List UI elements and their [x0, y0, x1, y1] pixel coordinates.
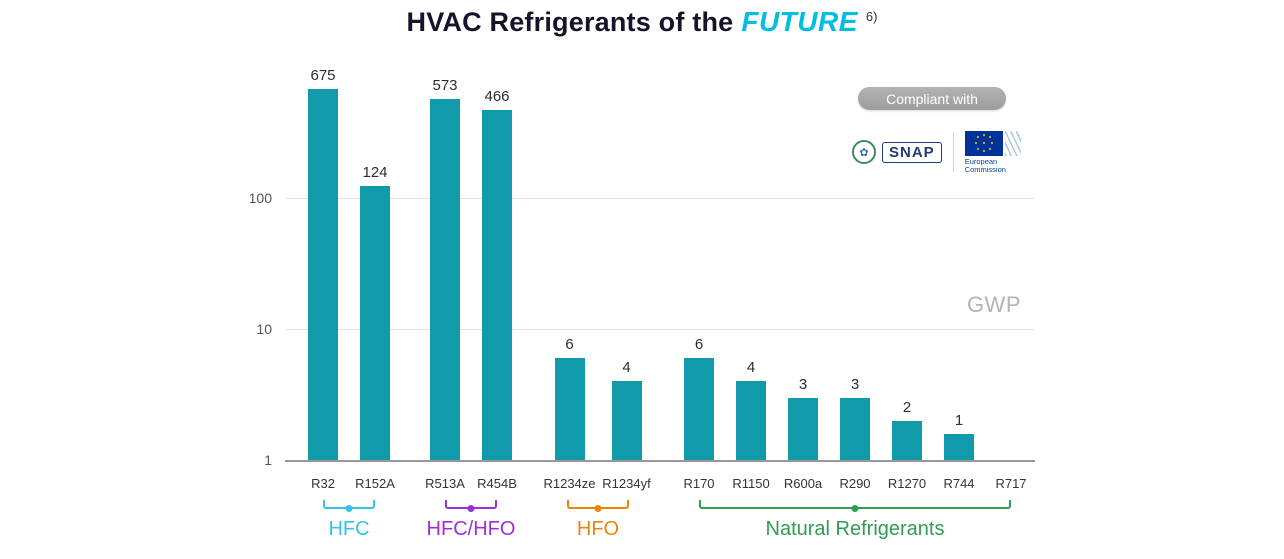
x-tick-label-r717: R717 [995, 476, 1027, 491]
bar-slot-r600a: 3 R600a [777, 66, 829, 492]
bar-slot-r170: 6 R170 [673, 66, 725, 491]
bar-r32 [308, 89, 338, 460]
x-tick-label-r513a: R513A [425, 476, 465, 491]
bar-value-label: 675 [310, 67, 336, 85]
bar-slot-r454b: 466 R454B [471, 66, 523, 491]
title-highlight: FUTURE [741, 6, 858, 37]
european-commission-logo: European Commission [964, 130, 1021, 174]
bar-r1234ze [554, 358, 585, 460]
x-tick-label-r1150: R1150 [732, 476, 770, 491]
bar-r290 [840, 397, 870, 460]
x-tick-label-r152a: R152A [355, 476, 395, 491]
eu-logo-text-line2: Commission [964, 164, 1006, 174]
bar-r1150 [736, 381, 766, 460]
y-tick-label-1: 1 [264, 452, 272, 468]
bar-value-label: 1 [954, 412, 964, 429]
group-label-hfo: HFO [576, 518, 620, 540]
group-label-hfc-hfo: HFC/HFO [426, 518, 516, 540]
bar-r744 [944, 434, 974, 460]
bar-value-label: 4 [746, 359, 756, 377]
bar-slot-r717: R717 [985, 66, 1037, 491]
group-bracket-natural-refrigerants [699, 500, 1011, 512]
group-hfo: 6 R1234ze 4 R1234yf HFO [541, 66, 655, 540]
bar-r513a [430, 98, 460, 460]
group-bracket-hfo [567, 500, 629, 512]
title-footnote-marker: 6) [865, 9, 878, 24]
bar-slot-r1150: 4 R1150 [725, 66, 777, 491]
bar-r1234yf [611, 381, 642, 460]
group-bracket-hfc-hfo [445, 500, 497, 512]
bar-value-label: 466 [484, 88, 510, 106]
epa-seal-icon: ✿ [852, 140, 876, 164]
y-gridline-100 [285, 198, 1035, 199]
x-tick-label-r454b: R454B [477, 476, 517, 491]
bar-r454b [482, 110, 512, 460]
y-gridline-10 [285, 329, 1035, 330]
group-hfc-hfo: 573 R513A 466 R454B HFC/HFO [419, 66, 523, 540]
bar-slot-r1234ze: 6 R1234ze [541, 66, 598, 491]
bracket-dot-icon [467, 504, 475, 512]
x-tick-label-r1270: R1270 [887, 476, 927, 491]
bar-r152a [360, 185, 390, 460]
snap-logo-text: SNAP [882, 141, 942, 163]
compliance-logos: ✿ SNAP European Commission [852, 130, 1021, 174]
group-natural-refrigerants: 6 R170 4 R1150 3 R600a 3 R290 2 R1270 1 R744 R717 Nat… [673, 66, 1037, 540]
x-tick-label-r170: R170 [683, 476, 715, 491]
bar-slot-r1234yf: 4 R1234yf [598, 66, 655, 491]
y-tick-label-100: 100 [248, 190, 272, 206]
bar-value-label: 3 [850, 375, 860, 393]
eu-logo-text: European Commission [964, 156, 1006, 174]
compliant-with-badge: Compliant with [858, 87, 1006, 110]
plot-area: GWP 675 R32 124 R152A HFC 573 R513A 466 R454B HFC… [249, 66, 1037, 540]
x-tick-label-r290: R290 [839, 476, 871, 491]
bar-slot-r744: 1 R744 [933, 66, 985, 491]
bar-r600a [788, 397, 818, 460]
x-tick-label-r1234ze: R1234ze [543, 476, 596, 491]
x-tick-label-r1234yf: R1234yf [602, 476, 651, 491]
bracket-dot-icon [851, 504, 859, 512]
bracket-dot-icon [345, 504, 353, 512]
eu-flag-icon [964, 130, 1021, 156]
page-title: HVAC Refrigerants of the FUTURE 6) [0, 6, 1284, 38]
title-text: HVAC Refrigerants of the [406, 7, 734, 37]
bar-value-label: 6 [565, 336, 574, 354]
bar-slot-r32: 675 R32 [297, 66, 349, 491]
group-bracket-hfc [323, 500, 375, 512]
bar-value-label: 4 [622, 359, 631, 377]
group-label-natural-refrigerants: Natural Refrigerants [765, 518, 945, 540]
eu-stars-icon [982, 142, 985, 144]
bracket-dot-icon [594, 504, 602, 512]
bar-value-label: 6 [694, 336, 704, 354]
gwp-axis-label: GWP [966, 292, 1021, 317]
epa-snap-logo: ✿ SNAP [852, 140, 942, 164]
x-tick-label-r600a: R600a [783, 476, 823, 491]
eu-flag [964, 130, 1003, 156]
bar-r1270 [892, 420, 922, 460]
x-tick-label-r744: R744 [943, 476, 975, 491]
bar-slot-r1270: 2 R1270 [881, 66, 933, 491]
x-axis-baseline [285, 460, 1035, 462]
bar-slot-r152a: 124 R152A [349, 66, 401, 491]
bar-slot-r290: 3 R290 [829, 66, 881, 492]
x-tick-label-r32: R32 [311, 476, 335, 491]
bar-r170 [684, 358, 714, 460]
eu-logo-text-line1: European [964, 156, 998, 166]
bar-value-label: 3 [798, 375, 808, 393]
bar-groups: 675 R32 124 R152A HFC 573 R513A 466 R454B HFC/HFO… [285, 66, 1037, 540]
bar-value-label: 124 [362, 163, 388, 181]
bar-value-label: 2 [902, 398, 912, 416]
group-hfc: 675 R32 124 R152A HFC [297, 66, 401, 540]
bar-slot-r513a: 573 R513A [419, 66, 471, 491]
logo-divider [952, 132, 954, 172]
group-label-hfc: HFC [328, 518, 370, 540]
eu-building-icon [1004, 130, 1021, 156]
bar-value-label: 573 [432, 76, 458, 94]
y-tick-label-10: 10 [256, 321, 272, 337]
